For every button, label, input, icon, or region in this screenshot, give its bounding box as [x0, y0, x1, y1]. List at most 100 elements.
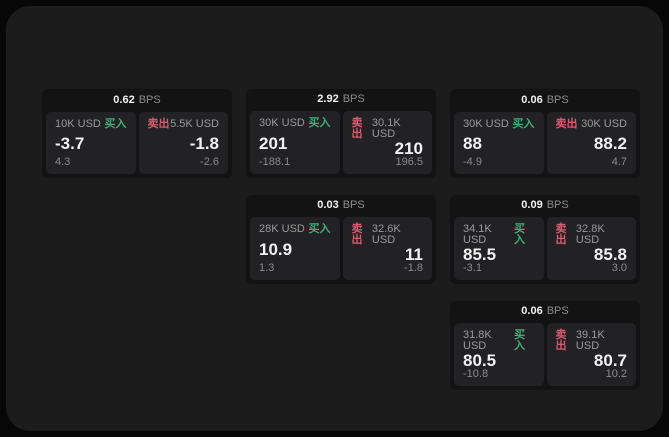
sell-label: 卖出 [555, 223, 567, 246]
buy-quote-tile[interactable]: 28K USD 买入 10.9 1.3 [250, 217, 340, 280]
sell-quote-tile[interactable]: 卖出 39.1K USD 80.7 10.2 [546, 323, 636, 386]
spread-bps-value: 0.09 [521, 199, 543, 211]
quote-card-body: 30K USD 买入 201 -188.1 卖出 30.1K USD 210 1… [246, 107, 436, 178]
buy-price: -3.7 [55, 134, 85, 153]
sell-size: 30K USD [581, 118, 627, 130]
buy-size: 30K USD [259, 117, 305, 129]
sell-quote-top-row: 卖出 5.5K USD [148, 119, 220, 130]
buy-size: 31.8K USD [463, 329, 492, 352]
sell-size: 30.1K USD [371, 117, 401, 140]
quote-card: 0.03 BPS 28K USD 买入 10.9 1.3 卖出 32.6K US… [245, 194, 437, 285]
buy-price: 10.9 [259, 239, 293, 259]
buy-change: -188.1 [259, 156, 291, 168]
sell-quote-top-row: 卖出 32.8K USD [556, 224, 628, 246]
sell-price: 80.7 [593, 351, 627, 370]
buy-quote-top-row: 30K USD 买入 [259, 118, 331, 129]
spread-header: 0.09 BPS [450, 195, 640, 213]
sell-label: 卖出 [555, 118, 578, 130]
sell-change: 3.0 [611, 262, 627, 274]
spread-bps-unit: BPS [546, 199, 569, 211]
buy-quote-tile[interactable]: 34.1K USD 买入 85.5 -3.1 [454, 217, 544, 280]
sell-quote-tile[interactable]: 卖出 32.6K USD 11 -1.8 [342, 217, 432, 280]
sell-quote-tile[interactable]: 卖出 5.5K USD -1.8 -2.6 [138, 112, 228, 174]
sell-quote-tile[interactable]: 卖出 32.8K USD 85.8 3.0 [546, 217, 636, 280]
sell-quote-top-row: 卖出 32.6K USD [352, 224, 424, 246]
sell-size: 5.5K USD [170, 118, 219, 130]
buy-size: 28K USD [259, 223, 305, 235]
sell-price: -1.8 [189, 134, 219, 153]
sell-size: 39.1K USD [575, 329, 605, 352]
sell-price: 11 [405, 245, 423, 264]
buy-size: 30K USD [463, 118, 509, 130]
sell-price: 88.2 [593, 134, 627, 153]
spread-header: 0.62 BPS [42, 89, 232, 108]
quote-card-body: 34.1K USD 买入 85.5 -3.1 卖出 32.8K USD 85.8… [450, 213, 640, 284]
sell-change: -1.8 [404, 262, 423, 274]
buy-quote-tile[interactable]: 30K USD 买入 201 -188.1 [250, 111, 340, 174]
buy-change: -4.9 [463, 156, 482, 168]
spread-bps-unit: BPS [138, 93, 161, 106]
buy-quote-tile[interactable]: 30K USD 买入 88 -4.9 [454, 112, 544, 174]
buy-quote-tile[interactable]: 31.8K USD 买入 80.5 -10.8 [454, 323, 544, 386]
spread-bps-unit: BPS [342, 93, 365, 105]
buy-quote-top-row: 30K USD 买入 [463, 119, 535, 130]
spread-bps-value: 2.92 [317, 93, 339, 105]
buy-quote-tile[interactable]: 10K USD 买入 -3.7 4.3 [46, 112, 136, 174]
buy-quote-top-row: 28K USD 买入 [259, 224, 331, 235]
sell-label: 卖出 [147, 118, 170, 130]
sell-size: 32.6K USD [371, 223, 401, 246]
sell-change: 4.7 [611, 156, 627, 168]
buy-change: 4.3 [55, 156, 71, 168]
buy-size: 10K USD [55, 118, 101, 130]
quote-card-body: 30K USD 买入 88 -4.9 卖出 30K USD 88.2 4.7 [450, 108, 640, 178]
spread-header: 2.92 BPS [246, 89, 436, 107]
buy-quote-top-row: 10K USD 买入 [55, 119, 127, 130]
buy-label: 买入 [104, 118, 127, 130]
quote-card-body: 31.8K USD 买入 80.5 -10.8 卖出 39.1K USD 80.… [450, 319, 640, 390]
buy-quote-top-row: 31.8K USD 买入 [463, 330, 535, 352]
spread-header: 0.03 BPS [246, 195, 436, 213]
sell-label: 卖出 [555, 329, 567, 352]
sell-size: 32.8K USD [575, 223, 605, 246]
spread-bps-unit: BPS [546, 305, 569, 317]
spread-bps-value: 0.62 [113, 93, 135, 106]
spread-bps-value: 0.03 [317, 199, 339, 211]
quote-card: 0.06 BPS 31.8K USD 买入 80.5 -10.8 卖出 39.1… [449, 300, 641, 391]
sell-price: 85.8 [593, 245, 627, 264]
sell-quote-top-row: 卖出 39.1K USD [556, 330, 628, 352]
sell-quote-top-row: 卖出 30K USD [556, 119, 628, 130]
spread-header: 0.06 BPS [450, 301, 640, 319]
buy-price: 201 [259, 133, 288, 153]
sell-label: 卖出 [351, 117, 363, 140]
sell-quote-tile[interactable]: 卖出 30.1K USD 210 196.5 [342, 111, 432, 174]
quote-card-body: 10K USD 买入 -3.7 4.3 卖出 5.5K USD -1.8 -2.… [42, 108, 232, 178]
buy-price: 80.5 [463, 351, 497, 370]
sell-change: 10.2 [605, 368, 627, 380]
trading-panel: 0.62 BPS 10K USD 买入 -3.7 4.3 卖出 5.5K USD… [6, 6, 663, 431]
quote-card: 0.09 BPS 34.1K USD 买入 85.5 -3.1 卖出 32.8K… [449, 194, 641, 285]
buy-label: 买入 [514, 329, 526, 352]
buy-price: 85.5 [463, 245, 497, 264]
spread-bps-value: 0.06 [521, 305, 543, 317]
spread-header: 0.06 BPS [450, 89, 640, 108]
buy-label: 买入 [514, 223, 526, 246]
sell-quote-tile[interactable]: 卖出 30K USD 88.2 4.7 [546, 112, 636, 174]
buy-label: 买入 [512, 118, 535, 130]
quote-card: 2.92 BPS 30K USD 买入 201 -188.1 卖出 30.1K … [245, 88, 437, 179]
quote-card: 0.06 BPS 30K USD 买入 88 -4.9 卖出 30K USD 8… [449, 88, 641, 179]
sell-price: 210 [394, 139, 423, 158]
buy-change: 1.3 [259, 262, 275, 274]
sell-change: -2.6 [200, 156, 219, 168]
sell-label: 卖出 [351, 223, 363, 246]
spread-bps-unit: BPS [342, 199, 365, 211]
sell-change: 196.5 [395, 156, 423, 168]
buy-size: 34.1K USD [463, 223, 492, 246]
quote-cards-grid: 0.62 BPS 10K USD 买入 -3.7 4.3 卖出 5.5K USD… [41, 88, 641, 391]
spread-bps-unit: BPS [546, 93, 569, 106]
buy-label: 买入 [308, 223, 331, 235]
spread-bps-value: 0.06 [521, 93, 543, 106]
buy-change: -10.8 [463, 368, 489, 380]
sell-quote-top-row: 卖出 30.1K USD [352, 118, 424, 140]
buy-label: 买入 [308, 117, 331, 129]
quote-card-body: 28K USD 买入 10.9 1.3 卖出 32.6K USD 11 -1.8 [246, 213, 436, 284]
